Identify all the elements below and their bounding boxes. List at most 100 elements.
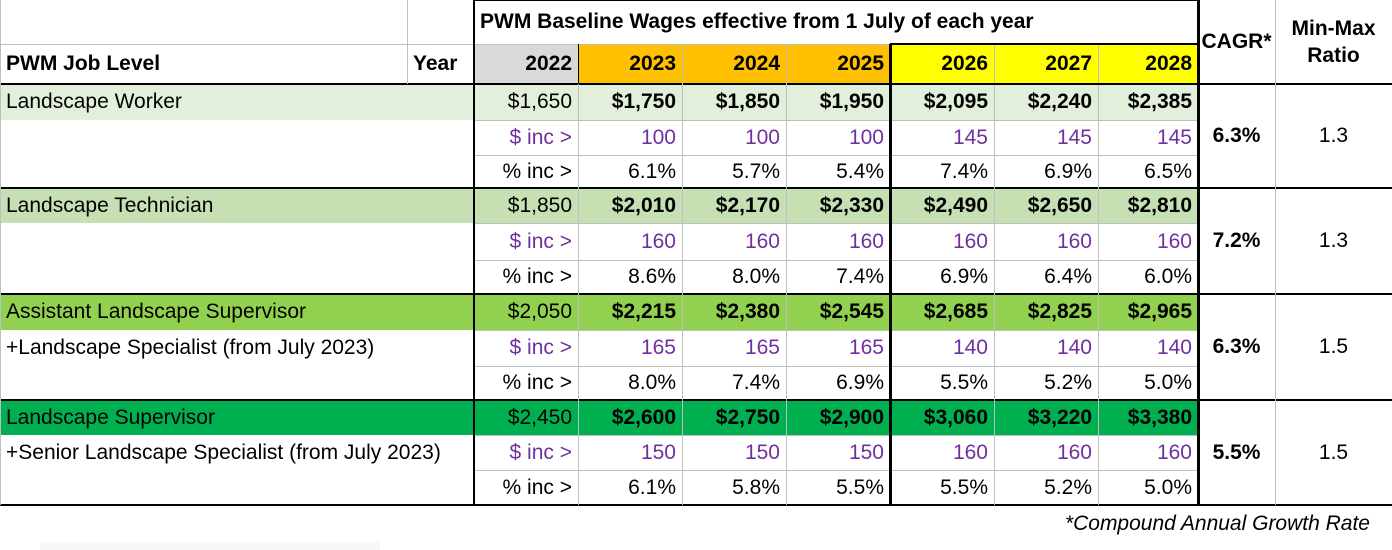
wage-cell: $2,330 bbox=[819, 193, 884, 217]
year-header-2025: 2025 bbox=[837, 52, 884, 75]
level-subtitle: +Landscape Specialist (from July 2023) bbox=[6, 336, 375, 359]
wage-cell: $2,965 bbox=[1127, 300, 1192, 323]
grid-line bbox=[890, 83, 1198, 85]
level-name: Landscape Technician bbox=[6, 193, 214, 217]
pct-inc-cell: 7.4% bbox=[940, 159, 988, 183]
dollar-inc-cell: 145 bbox=[952, 125, 988, 149]
wage-cell: $2,050 bbox=[507, 300, 572, 323]
wage-cell: $1,750 bbox=[611, 90, 676, 113]
cagr-value: 6.3% bbox=[1212, 335, 1261, 358]
grid-line bbox=[473, 0, 475, 505]
pct-inc-cell: 6.9% bbox=[836, 371, 884, 394]
level-row-bg bbox=[0, 188, 1198, 223]
dollar-inc-cell: 150 bbox=[848, 440, 884, 464]
dollar-inc-cell: 165 bbox=[744, 336, 780, 359]
dollar-inc-cell: 160 bbox=[744, 229, 780, 253]
wage-cell: $2,215 bbox=[611, 300, 676, 323]
dollar-inc-cell: 160 bbox=[1156, 229, 1192, 253]
pct-inc-cell: 6.5% bbox=[1144, 159, 1192, 183]
grid-line bbox=[474, 223, 1198, 224]
year-header-2024: 2024 bbox=[733, 52, 780, 75]
grid-line bbox=[0, 293, 1392, 295]
wage-cell: $2,490 bbox=[923, 193, 988, 217]
dollar-inc-cell: 100 bbox=[848, 125, 884, 149]
ratio-value: 1.3 bbox=[1318, 124, 1349, 147]
year-header-bg bbox=[890, 44, 1198, 84]
dollar-inc-cell: 160 bbox=[952, 440, 988, 464]
pct-inc-cell: 8.6% bbox=[628, 265, 676, 288]
year-header-bg bbox=[474, 44, 578, 84]
grid-line bbox=[474, 155, 1198, 156]
wage-cell: $2,900 bbox=[819, 405, 884, 429]
grid-line bbox=[578, 44, 579, 505]
dollar-inc-cell: 140 bbox=[1156, 336, 1192, 359]
wage-cell: $1,850 bbox=[507, 193, 572, 217]
grid-line bbox=[0, 504, 1392, 506]
wage-cell: $1,850 bbox=[715, 90, 780, 113]
ratio-value: 1.3 bbox=[1318, 229, 1349, 252]
wage-cell: $2,685 bbox=[923, 300, 988, 323]
background-shape-left bbox=[40, 542, 380, 550]
dollar-inc-cell: 160 bbox=[1056, 440, 1092, 464]
pct-inc-cell: 5.0% bbox=[1144, 371, 1192, 394]
grid-line bbox=[682, 44, 683, 505]
pct-inc-cell: 6.0% bbox=[1144, 265, 1192, 288]
level-name: Landscape Worker bbox=[6, 90, 182, 113]
grid-line bbox=[1197, 0, 1200, 505]
dollar-inc-cell: 145 bbox=[1056, 125, 1092, 149]
grid-line bbox=[786, 44, 787, 505]
level-name: Landscape Supervisor bbox=[6, 405, 215, 429]
wage-cell: $2,380 bbox=[715, 300, 780, 323]
ratio-header: Min-Max Ratio bbox=[1275, 0, 1392, 84]
dollar-inc-cell: 150 bbox=[744, 440, 780, 464]
wage-cell: $3,380 bbox=[1127, 405, 1192, 429]
footnote: *Compound Annual Growth Rate bbox=[1064, 512, 1370, 535]
wage-cell: $2,385 bbox=[1127, 90, 1192, 113]
wage-cell: $1,650 bbox=[507, 90, 572, 113]
grid-line bbox=[0, 44, 474, 45]
grid-line bbox=[1275, 0, 1276, 505]
ratio-value: 1.5 bbox=[1318, 440, 1349, 464]
wage-cell: $1,950 bbox=[819, 90, 884, 113]
dollar-inc-cell: 140 bbox=[952, 336, 988, 359]
pct-inc-cell: 6.1% bbox=[628, 159, 676, 183]
grid-line bbox=[890, 43, 1198, 45]
pct-inc-label: % inc > bbox=[502, 265, 572, 288]
job-level-header: PWM Job Level bbox=[6, 52, 161, 75]
grid-line bbox=[0, 0, 1, 505]
grid-line bbox=[474, 366, 1198, 367]
dollar-inc-label: $ inc > bbox=[509, 336, 572, 359]
dollar-inc-cell: 100 bbox=[744, 125, 780, 149]
year-header-2022: 2022 bbox=[525, 52, 572, 75]
wage-cell: $2,750 bbox=[715, 405, 780, 429]
wage-cell: $2,650 bbox=[1027, 193, 1092, 217]
wage-cell: $2,545 bbox=[819, 300, 884, 323]
pct-inc-cell: 5.8% bbox=[732, 475, 780, 499]
year-header-2026: 2026 bbox=[941, 52, 988, 75]
pct-inc-cell: 5.5% bbox=[836, 475, 884, 499]
cagr-value: 5.5% bbox=[1212, 440, 1261, 464]
grid-line bbox=[474, 0, 1198, 1]
level-row-bg bbox=[0, 400, 1198, 435]
grid-line bbox=[407, 0, 408, 84]
pct-inc-label: % inc > bbox=[502, 371, 572, 394]
wage-cell: $2,810 bbox=[1127, 193, 1192, 217]
dollar-inc-cell: 145 bbox=[1156, 125, 1192, 149]
dollar-inc-label: $ inc > bbox=[509, 229, 572, 253]
grid-line bbox=[0, 83, 1392, 85]
year-header-2028: 2028 bbox=[1145, 52, 1192, 75]
ratio-value: 1.5 bbox=[1318, 335, 1349, 358]
ratio-header-line1: Min-Max bbox=[1291, 16, 1376, 40]
wage-cell: $2,450 bbox=[507, 405, 572, 429]
pct-inc-cell: 5.4% bbox=[836, 159, 884, 183]
wage-cell: $2,600 bbox=[611, 405, 676, 429]
pct-inc-cell: 5.0% bbox=[1144, 475, 1192, 499]
wage-cell: $2,240 bbox=[1027, 90, 1092, 113]
dollar-inc-cell: 150 bbox=[640, 440, 676, 464]
dollar-inc-cell: 160 bbox=[640, 229, 676, 253]
dollar-inc-cell: 160 bbox=[848, 229, 884, 253]
grid-line bbox=[1098, 44, 1099, 505]
dollar-inc-cell: 160 bbox=[1156, 440, 1192, 464]
pct-inc-cell: 6.1% bbox=[628, 475, 676, 499]
pct-inc-label: % inc > bbox=[502, 159, 572, 183]
